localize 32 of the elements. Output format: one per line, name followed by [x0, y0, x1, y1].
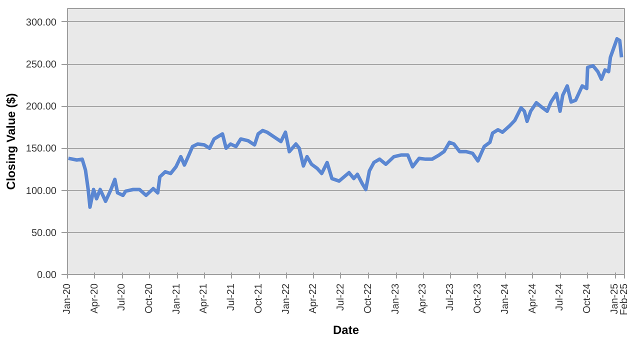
- y-tick-label: 50.00: [31, 228, 57, 239]
- x-tick-label: Oct-22: [362, 283, 374, 314]
- x-tick-label: Jul-21: [226, 283, 237, 311]
- x-tick-label: Jul-23: [444, 283, 456, 311]
- x-tick-label: Oct-23: [472, 283, 484, 314]
- y-tick-label: 100.00: [26, 186, 57, 197]
- x-tick-label: Oct-24: [582, 283, 594, 314]
- x-tick-label: Jan-20: [62, 283, 73, 314]
- x-tick-label: Apr-21: [198, 283, 210, 314]
- line-series: [68, 37, 624, 209]
- x-tick-label: Jul-20: [116, 283, 128, 311]
- x-tick-label: Apr-22: [308, 283, 320, 314]
- x-tick-label: Apr-23: [418, 283, 429, 314]
- y-tick-label: 300.00: [26, 17, 57, 28]
- y-tick-label: 250.00: [26, 60, 57, 71]
- x-tick-label: Oct-20: [144, 283, 156, 314]
- x-tick-label: Oct-21: [254, 283, 265, 314]
- y-axis-title: Closing Value ($): [4, 93, 18, 190]
- x-tick-label: Jan-25: [610, 283, 621, 314]
- x-tick-label: Jul-24: [554, 283, 566, 311]
- x-axis-title: Date: [332, 323, 360, 338]
- x-tick-label: Apr-24: [527, 283, 538, 314]
- x-tick-label: Jan-22: [281, 283, 292, 314]
- y-tick-label: 200.00: [26, 102, 57, 113]
- x-tick-label: Jul-22: [335, 283, 346, 311]
- x-tick-label: Jan-21: [172, 283, 183, 314]
- x-tick-label: Feb-25: [619, 283, 630, 316]
- x-tick-label: Apr-20: [89, 283, 100, 314]
- y-tick-label: 0.00: [37, 270, 57, 281]
- y-tick-label: 150.00: [26, 144, 57, 155]
- x-tick-label: Jan-24: [500, 283, 511, 314]
- x-tick-label: Jan-23: [390, 283, 402, 314]
